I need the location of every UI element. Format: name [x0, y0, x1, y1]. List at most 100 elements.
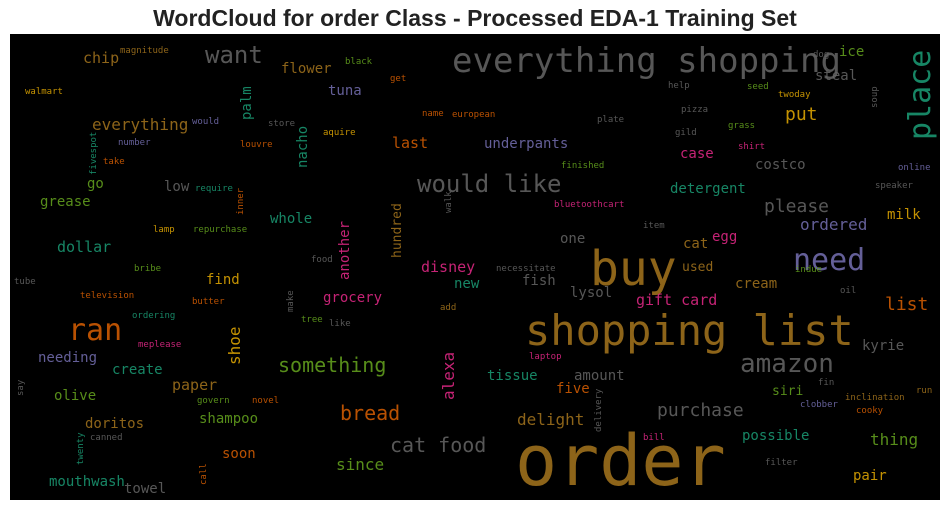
- word: would like: [417, 170, 562, 198]
- word: necessitate: [496, 264, 556, 274]
- word: last: [392, 134, 428, 152]
- word: underpants: [484, 136, 568, 152]
- word: whole: [270, 211, 312, 227]
- word: bill: [643, 433, 665, 443]
- word: order: [515, 420, 726, 502]
- word: lamp: [153, 225, 175, 235]
- word: siri: [772, 384, 803, 399]
- word: buy: [590, 241, 677, 297]
- word: pair: [853, 468, 887, 484]
- word: black: [345, 57, 373, 67]
- word: ran: [68, 313, 122, 348]
- word: grease: [40, 194, 91, 210]
- word: tissue: [487, 368, 538, 384]
- word: costco: [755, 157, 806, 173]
- word: number: [118, 138, 151, 148]
- word: tree: [301, 315, 323, 325]
- word: run: [916, 386, 932, 396]
- word: novel: [252, 396, 279, 406]
- word: please: [764, 196, 829, 217]
- word: inclination: [845, 393, 905, 403]
- word: food: [311, 255, 333, 265]
- word: kyrie: [862, 338, 904, 354]
- word: dog: [813, 50, 829, 60]
- word: speaker: [875, 181, 914, 191]
- word: cat: [683, 236, 708, 252]
- word: amount: [574, 368, 625, 384]
- word: ordered: [800, 215, 867, 234]
- word: amazon: [740, 349, 834, 379]
- word: add: [440, 303, 456, 313]
- word: shopping list: [525, 306, 854, 355]
- word: nacho: [295, 126, 311, 168]
- word: doritos: [85, 416, 144, 432]
- word: another: [337, 221, 353, 280]
- title: WordCloud for order Class - Processed ED…: [153, 5, 797, 31]
- word: paper: [172, 376, 217, 394]
- word: go: [87, 176, 104, 192]
- word: like: [329, 319, 351, 329]
- word: one: [560, 231, 585, 247]
- word: twenty: [76, 432, 86, 465]
- word: aquire: [323, 128, 356, 138]
- word: steal: [815, 68, 857, 84]
- word: walmart: [25, 87, 63, 97]
- word: name: [422, 109, 444, 119]
- word: case: [680, 146, 714, 162]
- word: shampoo: [199, 411, 258, 427]
- word: delight: [517, 410, 584, 429]
- word: online: [898, 163, 931, 173]
- word: need: [793, 243, 865, 278]
- word: clobber: [800, 400, 839, 410]
- word: detergent: [670, 181, 746, 197]
- word: new: [454, 276, 480, 292]
- word: govern: [197, 396, 230, 406]
- word: say: [16, 379, 26, 396]
- word: call: [199, 463, 209, 485]
- word: television: [80, 291, 134, 301]
- word: canned: [90, 433, 123, 443]
- word: delivery: [594, 388, 604, 432]
- word: meplease: [138, 340, 181, 350]
- word: gift card: [636, 291, 717, 309]
- word: fivespot: [89, 132, 99, 175]
- word: five: [556, 381, 590, 397]
- word: gild: [675, 128, 697, 138]
- word: alexa: [439, 352, 458, 400]
- word: repurchase: [193, 225, 247, 235]
- word: thing: [870, 430, 918, 449]
- word: seed: [747, 82, 769, 92]
- word: used: [682, 260, 713, 275]
- word: soon: [222, 446, 256, 462]
- word: item: [643, 221, 665, 231]
- word: fin: [818, 378, 834, 388]
- word: laptop: [529, 352, 562, 362]
- word: would: [192, 117, 219, 127]
- word: grass: [728, 121, 755, 131]
- word: put: [785, 104, 818, 125]
- word: towel: [124, 481, 166, 497]
- word: cat food: [390, 433, 486, 457]
- word: pizza: [681, 105, 708, 115]
- word: walk: [444, 191, 454, 213]
- word: hundred: [390, 203, 405, 258]
- word: magnitude: [120, 46, 169, 56]
- word: tube: [14, 277, 36, 287]
- word: everything shopping: [452, 41, 841, 81]
- word: grocery: [323, 290, 382, 306]
- word: mouthwash: [49, 474, 125, 490]
- word: find: [206, 272, 240, 288]
- word: possible: [742, 428, 809, 444]
- word: create: [112, 362, 163, 378]
- word: cream: [735, 276, 777, 292]
- word: tuna: [328, 83, 362, 99]
- word: low: [164, 179, 190, 195]
- word: olive: [54, 388, 96, 404]
- word: want: [205, 41, 263, 69]
- word: twoday: [778, 90, 811, 100]
- word: require: [195, 184, 233, 194]
- word: bread: [340, 401, 400, 425]
- word: cooky: [856, 406, 884, 416]
